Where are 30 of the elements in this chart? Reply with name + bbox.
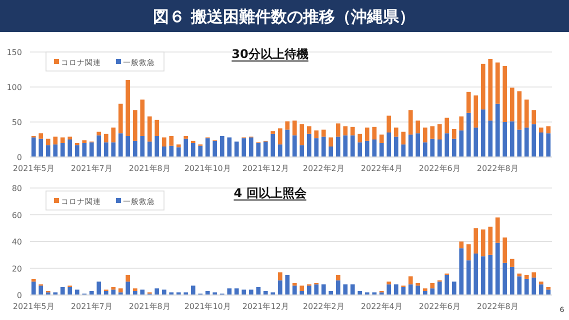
- x-tick-label: 2021年12月: [242, 164, 289, 173]
- x-tick-label: 2022年6月: [418, 302, 460, 311]
- x-tick-label: 2021年8月: [128, 302, 170, 311]
- x-tick-label: 2022年4月: [360, 164, 402, 173]
- y-tick-label: 60: [12, 210, 22, 220]
- y-tick-label: 100: [6, 83, 22, 92]
- x-tick-label: 2022年6月: [418, 164, 460, 173]
- x-tick-label: 2022年2月: [302, 164, 344, 173]
- x-tick-label: 2021年5月: [12, 164, 54, 173]
- x-tick-label: 2021年7月: [70, 164, 112, 173]
- y-tick-label: 40: [12, 238, 22, 246]
- x-tick-label: 2022年4月: [360, 302, 402, 311]
- y-tick-label: 20: [12, 264, 22, 274]
- chart-title: 図６ 搬送困難件数の推移（沖縄県）: [153, 7, 415, 26]
- y-tick-label: 0: [16, 291, 22, 300]
- y-tick-label: 80: [12, 184, 22, 193]
- x-tick-label: 2021年7月: [70, 302, 112, 311]
- x-tick-label: 2021年5月: [12, 302, 54, 311]
- chart-title: 4 回以上照会: [234, 186, 308, 200]
- x-tick-label: 2021年12月: [242, 302, 289, 311]
- y-tick-label: 150: [6, 48, 22, 57]
- y-tick-label: 50: [12, 118, 22, 127]
- x-tick-label: 2021年8月: [128, 164, 170, 173]
- x-tick-label: 2022年2月: [302, 302, 344, 311]
- x-tick-label: 2022年8月: [476, 164, 518, 173]
- y-tick-label: 0: [16, 153, 22, 162]
- x-tick-label: 2021年10月: [184, 302, 231, 311]
- chart-subtitle: 30分以上待機: [232, 47, 308, 61]
- x-tick-label: 2021年10月: [184, 164, 231, 173]
- x-tick-label: 2022年8月: [476, 302, 518, 311]
